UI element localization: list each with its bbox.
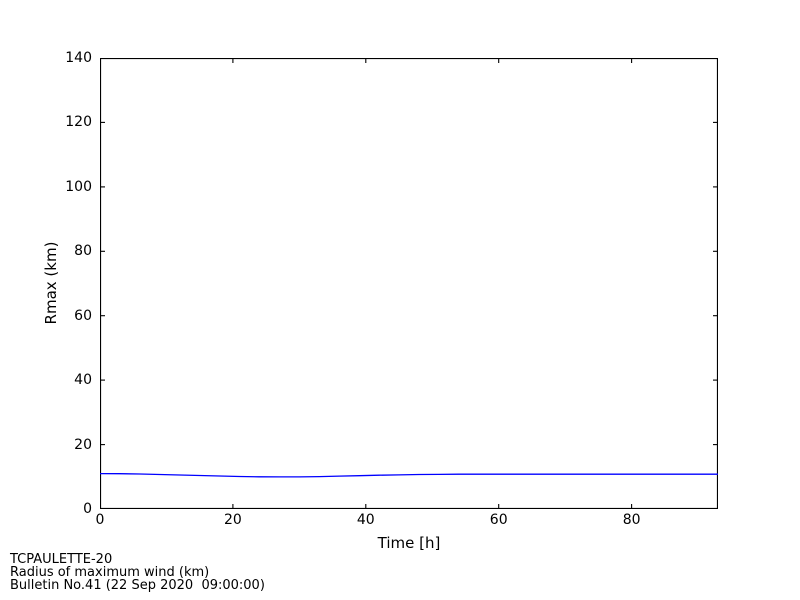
x-tick-label: 80 (622, 512, 641, 528)
y-tick-label: 20 (74, 436, 92, 453)
y-tick-label: 140 (65, 50, 92, 66)
x-tick-label: 20 (223, 512, 242, 528)
bulletin-label: Bulletin No.41 (22 Sep 2020 09:00:00) (10, 578, 265, 593)
storm-name-label: TCPAULETTE-20 (10, 552, 113, 567)
rmax-line (100, 472, 718, 478)
x-tick-label: 40 (356, 512, 375, 528)
x-tick-label: 0 (95, 512, 105, 528)
y-tick-label: 80 (74, 243, 92, 260)
y-tick-label: 120 (65, 114, 92, 131)
y-tick-label: 0 (83, 501, 92, 517)
y-axis-label: Rmax (km) (42, 241, 60, 325)
parameter-label: Radius of maximum wind (km) (10, 565, 210, 580)
plot-svg (100, 58, 718, 509)
tick-marks (100, 58, 718, 509)
x-tick-label: 60 (489, 512, 508, 528)
y-tick-label: 60 (74, 307, 92, 324)
y-tick-label: 40 (74, 372, 92, 389)
footer-annotations: TCPAULETTE-20 Radius of maximum wind (km… (10, 553, 265, 592)
plot-area (100, 58, 718, 509)
y-tick-label: 100 (65, 178, 92, 195)
plot-frame (100, 58, 718, 509)
x-axis-label: Time [h] (377, 534, 441, 552)
